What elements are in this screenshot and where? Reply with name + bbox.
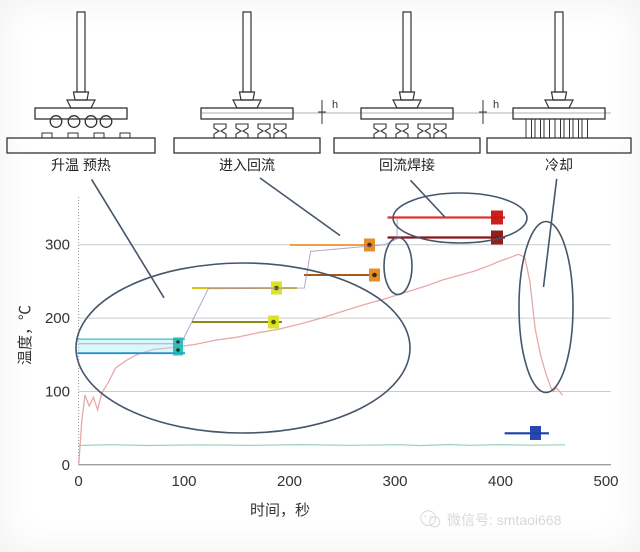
svg-text:300: 300	[382, 473, 407, 490]
svg-text:进入回流: 进入回流	[219, 157, 275, 173]
svg-text:冷却: 冷却	[545, 157, 573, 173]
svg-text:0: 0	[74, 473, 82, 490]
svg-text:300: 300	[45, 237, 70, 254]
svg-text:升温 预热: 升温 预热	[51, 157, 111, 173]
svg-text:100: 100	[171, 473, 196, 490]
svg-text:500: 500	[593, 473, 618, 490]
svg-text:200: 200	[277, 473, 302, 490]
svg-text:0: 0	[62, 457, 70, 474]
svg-text:200: 200	[45, 310, 70, 327]
svg-text:h: h	[332, 99, 338, 111]
svg-text:温度，℃: 温度，℃	[17, 305, 34, 365]
svg-text:100: 100	[45, 384, 70, 401]
svg-text:时间，秒: 时间，秒	[250, 502, 310, 519]
svg-text:h: h	[493, 99, 499, 111]
svg-text:回流焊接: 回流焊接	[379, 157, 435, 173]
svg-text:400: 400	[488, 473, 513, 490]
